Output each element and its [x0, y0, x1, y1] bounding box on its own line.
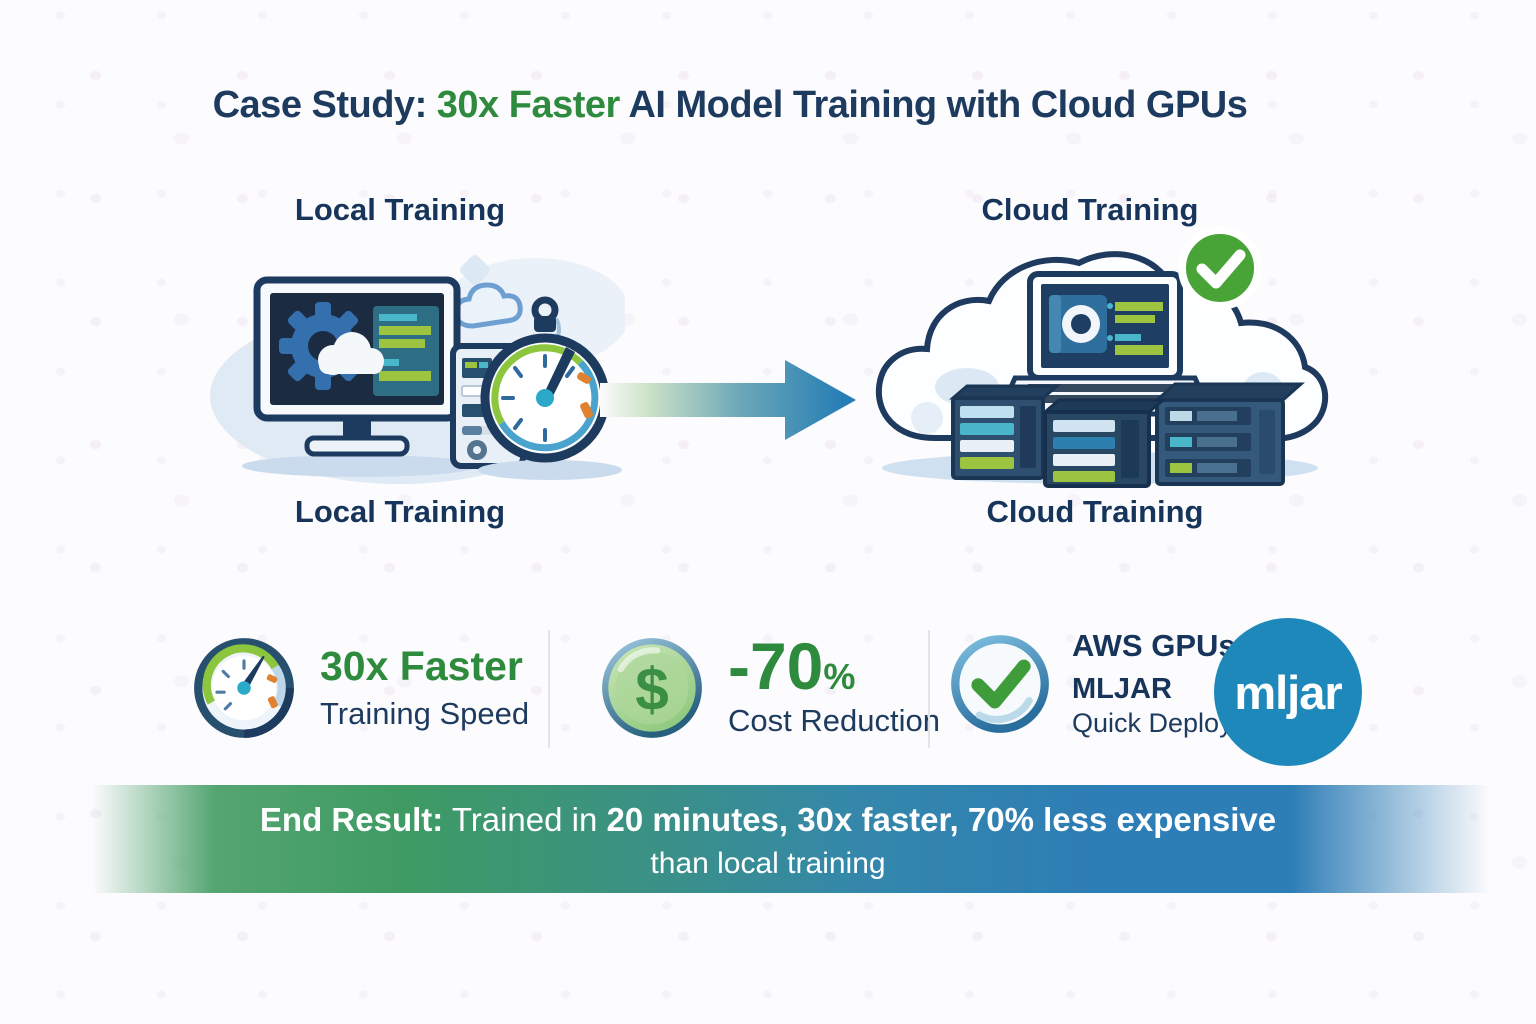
- code-panel: [373, 306, 439, 396]
- end-result-line1: End Result: Trained in 20 minutes, 30x f…: [0, 801, 1536, 839]
- stat-deployment-text: AWS GPUs MLJAR Quick Deploy: [1072, 628, 1236, 739]
- page-title: Case Study: 30x Faster AI Model Training…: [0, 84, 1460, 127]
- stopwatch-shadow: [478, 460, 622, 480]
- cloud-on-gear-icon: [318, 332, 384, 375]
- stats-divider: [548, 630, 550, 748]
- mljar-logo: mljar: [1214, 618, 1362, 766]
- local-training-top-label: Local Training: [294, 192, 506, 227]
- end-result-intro: End Result:: [259, 801, 444, 838]
- transition-arrow-icon: [600, 360, 856, 440]
- rack-left-slots: [960, 406, 1036, 469]
- stopwatch-icon: [480, 296, 610, 463]
- gpu-chip-icon: [1049, 295, 1107, 353]
- stat-label: Training Speed: [320, 695, 530, 731]
- stat-cost-reduction-text: -70% Cost Reduction: [728, 633, 940, 738]
- end-result-detail: 20 minutes, 30x faster, 70% less expensi…: [606, 801, 1277, 838]
- title-prefix: Case Study:: [212, 84, 437, 126]
- rack-right-slots: [1165, 407, 1275, 477]
- laptop-code-bars: [1107, 302, 1163, 355]
- dollar-icon: $: [602, 638, 702, 738]
- stat-label: Cost Reduction: [728, 702, 940, 738]
- gauge-icon: [194, 638, 294, 738]
- cloud-training-illustration: [875, 226, 1328, 488]
- stat-cost-reduction: $ -70% Cost Reduction: [600, 633, 940, 740]
- local-training-illustration: [210, 255, 625, 484]
- stat-value-number: -70: [728, 629, 824, 704]
- local-training-bottom-label: Local Training: [294, 494, 506, 529]
- stat-value: -70%: [728, 633, 940, 699]
- rack-mid-slots: [1053, 420, 1139, 482]
- end-result-line2: than local training: [650, 847, 886, 880]
- title-highlight: 30x Faster: [436, 84, 621, 126]
- server-racks-icon: [948, 382, 1305, 488]
- stopwatch-ticks: [501, 354, 575, 442]
- stat-training-speed-text: 30x Faster Training Speed: [320, 644, 529, 731]
- stat-line-aws-gpus: AWS GPUs: [1072, 628, 1236, 663]
- dollar-glyph: $: [635, 655, 669, 723]
- cloud-training-top-label: Cloud Training: [981, 192, 1199, 227]
- mljar-logo-text: mljar: [1234, 665, 1342, 719]
- stat-line-quick-deploy: Quick Deploy: [1072, 708, 1233, 738]
- diamond-shape: [460, 255, 490, 285]
- stats-divider: [928, 630, 930, 748]
- stat-value-suffix: %: [823, 656, 856, 698]
- gauge-ticks: [215, 659, 246, 711]
- stat-line-mljar: MLJAR: [1072, 673, 1172, 705]
- stopwatch-orange-ticks: [577, 372, 594, 419]
- check-icon: [951, 634, 1049, 733]
- end-result-mid: Trained in: [443, 801, 607, 838]
- stat-training-speed: 30x Faster Training Speed: [192, 636, 529, 740]
- monitor-icon: [253, 276, 461, 457]
- cloud-training-bottom-label: Cloud Training: [986, 494, 1204, 529]
- checkmark-badge-icon: [1178, 226, 1262, 310]
- title-suffix: AI Model Training with Cloud GPUs: [619, 84, 1248, 126]
- stat-deployment: AWS GPUs MLJAR Quick Deploy: [948, 628, 1236, 739]
- end-result-banner: End Result: Trained in 20 minutes, 30x f…: [0, 785, 1536, 893]
- monitor-shadow: [242, 455, 478, 477]
- stat-value: 30x Faster: [320, 643, 523, 690]
